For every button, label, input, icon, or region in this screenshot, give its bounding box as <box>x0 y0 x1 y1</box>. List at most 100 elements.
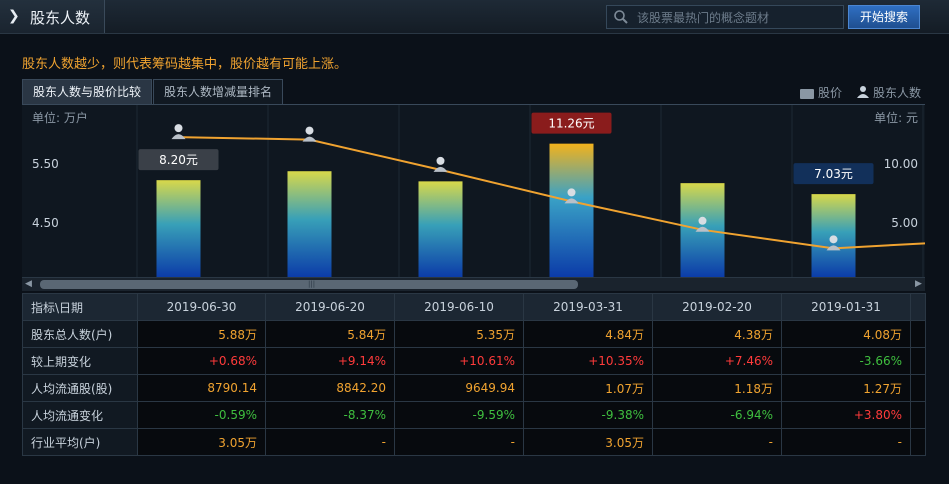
tab-holders-change-rank[interactable]: 股东人数增减量排名 <box>153 79 284 104</box>
person-marker-icon[interactable] <box>564 188 579 204</box>
table-header-date: 2019-06-20 <box>265 293 395 321</box>
table-header-date: 2019-06-30 <box>137 293 266 321</box>
scroll-thumb[interactable]: ||| <box>40 280 578 289</box>
table-cell: 8842.20 <box>265 374 395 402</box>
price-bar <box>287 171 332 278</box>
table-cell: 5.84万 <box>265 320 395 348</box>
person-marker-icon[interactable] <box>695 216 710 232</box>
table-cell: 1.27万 <box>781 374 911 402</box>
left-tick-bottom: 4.50 <box>32 216 59 230</box>
price-tag-label: 11.26元 <box>548 117 594 131</box>
holders-table: 指标\日期 2019-06-30 2019-06-20 2019-06-10 2… <box>22 293 926 456</box>
scroll-right-arrow-icon[interactable]: ▶ <box>915 279 922 289</box>
table-cell: +9.14% <box>265 347 395 375</box>
holders-price-chart: 单位: 万户 单位: 元 5.50 4.50 10.00 5.00 8.20元 1… <box>32 105 926 278</box>
table-cell: 1.18万 <box>652 374 782 402</box>
row-label: 行业平均(户) <box>22 428 138 456</box>
table-cell-overflow <box>910 347 926 375</box>
person-marker-icon[interactable] <box>171 124 186 140</box>
row-label: 人均流通股(股) <box>22 374 138 402</box>
table-cell-overflow <box>910 401 926 429</box>
price-tag: 7.03元 <box>793 163 874 185</box>
person-icon <box>857 86 869 98</box>
table-row: 较上期变化 +0.68% +9.14% +10.61% +10.35% +7.46% -3.… <box>22 347 926 375</box>
page-title: 股东人数 <box>30 9 91 27</box>
person-marker-icon[interactable] <box>433 156 448 172</box>
table-cell: +7.46% <box>652 347 782 375</box>
search-box <box>606 5 844 29</box>
table-cell: -3.66% <box>781 347 911 375</box>
price-bar <box>549 143 594 278</box>
row-label: 人均流通变化 <box>22 401 138 429</box>
table-cell: 4.38万 <box>652 320 782 348</box>
left-axis-label: 单位: 万户 <box>32 110 88 125</box>
legend-holders: 股东人数 <box>856 84 921 101</box>
table-cell: -9.38% <box>523 401 653 429</box>
table-header-label: 指标\日期 <box>22 293 138 321</box>
tab-holders-vs-price[interactable]: 股东人数与股价比较 <box>22 79 153 104</box>
legend-price: 股价 <box>800 84 842 101</box>
price-bar <box>418 181 463 278</box>
table-header-date: 2019-03-31 <box>523 293 653 321</box>
price-tag-label: 7.03元 <box>814 167 853 181</box>
top-bar: ❯ 股东人数 开始搜索 <box>0 0 949 34</box>
price-tag: 11.26元 <box>531 112 612 134</box>
tagline: 股东人数越少，则代表筹码越集中，股价越有可能上涨。 <box>22 57 348 72</box>
table-cell: -0.59% <box>137 401 266 429</box>
table-row: 人均流通股(股) 8790.14 8842.20 9649.94 1.07万 1.18万 1… <box>22 374 926 402</box>
right-axis-label: 单位: 元 <box>874 110 918 125</box>
table-cell: - <box>781 428 911 456</box>
table-cell: 3.05万 <box>137 428 266 456</box>
table-header-date: 2019-02-20 <box>652 293 782 321</box>
table-cell: +10.61% <box>394 347 524 375</box>
price-bar <box>156 180 201 278</box>
table-cell: -9.59% <box>394 401 524 429</box>
table-row: 行业平均(户) 3.05万 - -3.05万 - - <box>22 428 926 456</box>
chevron-right-icon: ❯ <box>8 8 20 24</box>
search-icon <box>614 10 628 24</box>
table-cell: +0.68% <box>137 347 266 375</box>
right-tick-top: 10.00 <box>884 157 918 171</box>
table-header-row: 指标\日期 2019-06-30 2019-06-20 2019-06-10 2… <box>22 293 926 321</box>
scroll-left-arrow-icon[interactable]: ◀ <box>25 279 32 289</box>
table-cell: -8.37% <box>265 401 395 429</box>
table-cell: 8790.14 <box>137 374 266 402</box>
legend-holders-label: 股东人数 <box>873 86 922 100</box>
table-cell: 3.05万 <box>523 428 653 456</box>
left-tick-top: 5.50 <box>32 157 59 171</box>
table-cell: 5.88万 <box>137 320 266 348</box>
search-input[interactable] <box>635 8 839 28</box>
table-cell: -6.94% <box>652 401 782 429</box>
chart-area: 单位: 万户 单位: 元 5.50 4.50 10.00 5.00 8.20元 1… <box>22 104 926 278</box>
grip-icon: ||| <box>308 280 316 288</box>
price-tag-label: 8.20元 <box>159 153 198 167</box>
table-cell: 5.35万 <box>394 320 524 348</box>
table-cell: +3.80% <box>781 401 911 429</box>
table-row: 人均流通变化 -0.59% -8.37% -9.59% -9.38% -6.94% +3.8… <box>22 401 926 429</box>
table-cell: 9649.94 <box>394 374 524 402</box>
person-marker-icon[interactable] <box>302 126 317 142</box>
table-cell-overflow <box>910 428 926 456</box>
legend-price-label: 股价 <box>818 86 843 100</box>
table-cell: - <box>652 428 782 456</box>
table-cell: - <box>265 428 395 456</box>
table-header-date: 2019-06-10 <box>394 293 524 321</box>
person-marker-icon[interactable] <box>826 235 841 251</box>
right-tick-bottom: 5.00 <box>891 216 918 230</box>
row-label: 股东总人数(户) <box>22 320 138 348</box>
chart-scrollbar[interactable]: ◀ ||| ▶ <box>22 277 925 291</box>
table-header-date: 2019-01-31 <box>781 293 911 321</box>
table-cell: 4.84万 <box>523 320 653 348</box>
table-cell: - <box>394 428 524 456</box>
row-label: 较上期变化 <box>22 347 138 375</box>
search-button[interactable]: 开始搜索 <box>848 5 920 29</box>
table-cell: 1.07万 <box>523 374 653 402</box>
price-tag: 8.20元 <box>138 149 219 171</box>
table-cell: 4.08万 <box>781 320 911 348</box>
table-cell-overflow <box>910 374 926 402</box>
table-header-overflow <box>910 293 926 321</box>
table-cell-overflow <box>910 320 926 348</box>
price-legend-icon <box>800 88 814 99</box>
table-cell: +10.35% <box>523 347 653 375</box>
section-title-tab: ❯ 股东人数 <box>0 0 105 33</box>
